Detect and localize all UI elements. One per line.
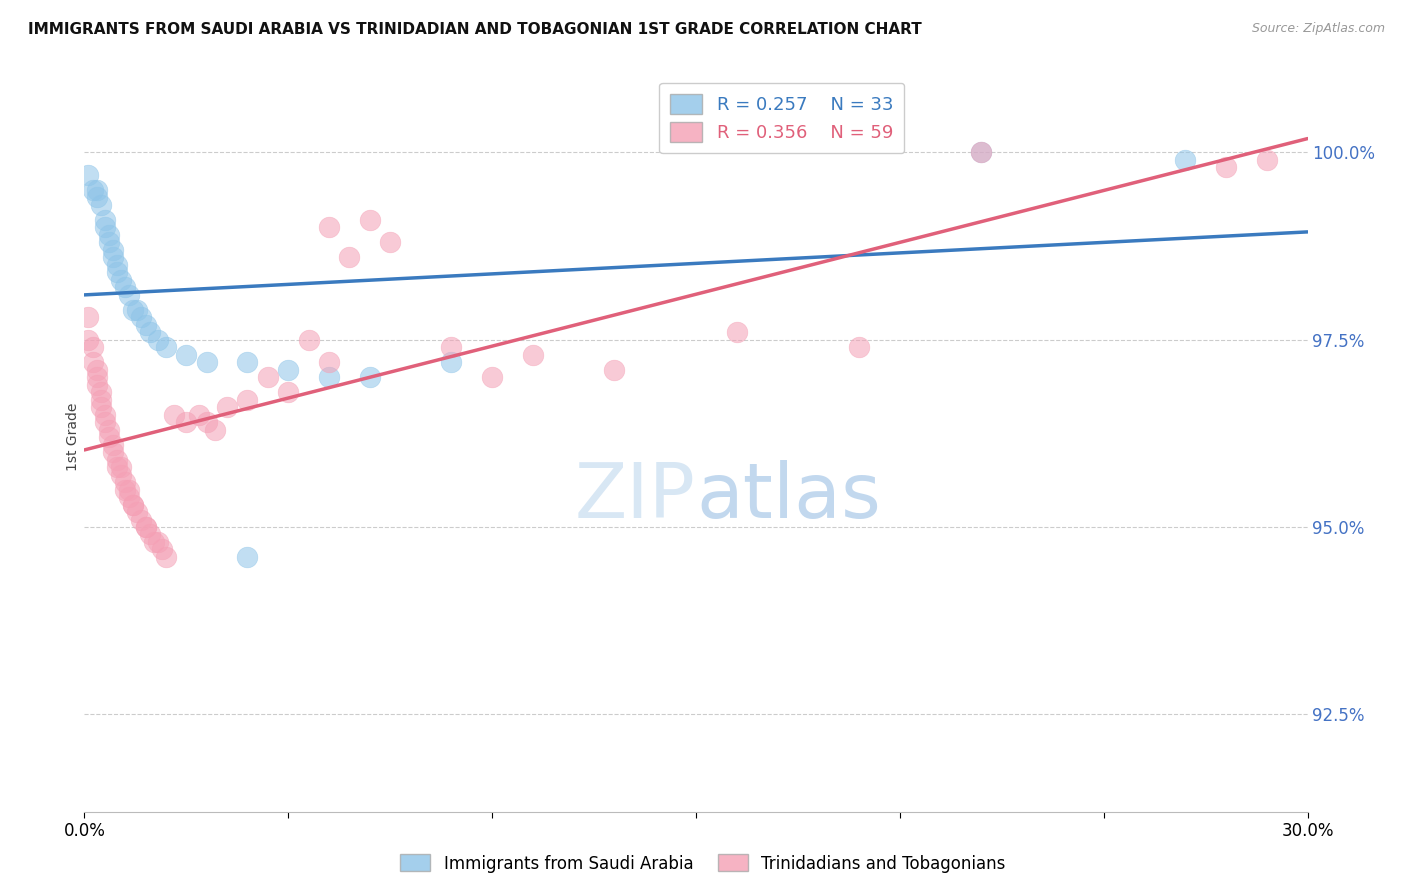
Point xyxy=(101,243,124,257)
Point xyxy=(127,505,149,519)
Point xyxy=(138,325,160,339)
Point xyxy=(97,423,120,437)
Point xyxy=(277,362,299,376)
Point xyxy=(97,235,120,250)
Point xyxy=(146,535,169,549)
Point xyxy=(725,325,748,339)
Point xyxy=(90,392,112,407)
Point xyxy=(101,445,124,459)
Point xyxy=(135,318,157,332)
Point xyxy=(86,183,108,197)
Point xyxy=(122,302,145,317)
Point xyxy=(135,520,157,534)
Point xyxy=(77,333,100,347)
Point xyxy=(187,408,209,422)
Point xyxy=(93,212,115,227)
Point xyxy=(110,460,132,475)
Legend: R = 0.257    N = 33, R = 0.356    N = 59: R = 0.257 N = 33, R = 0.356 N = 59 xyxy=(659,83,904,153)
Text: IMMIGRANTS FROM SAUDI ARABIA VS TRINIDADIAN AND TOBAGONIAN 1ST GRADE CORRELATION: IMMIGRANTS FROM SAUDI ARABIA VS TRINIDAD… xyxy=(28,22,922,37)
Point xyxy=(174,415,197,429)
Point xyxy=(277,385,299,400)
Point xyxy=(522,348,544,362)
Point xyxy=(93,220,115,235)
Point xyxy=(114,483,136,497)
Point xyxy=(440,355,463,369)
Point xyxy=(90,385,112,400)
Point xyxy=(105,265,128,279)
Point xyxy=(105,460,128,475)
Point xyxy=(236,392,259,407)
Point xyxy=(90,400,112,414)
Point xyxy=(77,310,100,325)
Point xyxy=(150,542,173,557)
Point xyxy=(257,370,280,384)
Point xyxy=(174,348,197,362)
Point xyxy=(101,250,124,264)
Point xyxy=(318,370,340,384)
Point xyxy=(118,287,141,301)
Point xyxy=(82,183,104,197)
Point xyxy=(1256,153,1278,167)
Point xyxy=(204,423,226,437)
Point xyxy=(114,280,136,294)
Point xyxy=(97,227,120,242)
Point xyxy=(359,212,381,227)
Point xyxy=(1174,153,1197,167)
Point xyxy=(127,302,149,317)
Point xyxy=(603,362,626,376)
Point xyxy=(142,535,165,549)
Point xyxy=(97,430,120,444)
Point xyxy=(970,145,993,160)
Point xyxy=(118,483,141,497)
Point xyxy=(380,235,402,250)
Point xyxy=(86,362,108,376)
Point xyxy=(86,190,108,204)
Point xyxy=(118,490,141,504)
Point xyxy=(105,258,128,272)
Point xyxy=(195,355,218,369)
Point xyxy=(122,498,145,512)
Point xyxy=(163,408,186,422)
Point xyxy=(236,549,259,564)
Point xyxy=(101,437,124,451)
Point xyxy=(481,370,503,384)
Point xyxy=(146,333,169,347)
Point xyxy=(135,520,157,534)
Point xyxy=(86,370,108,384)
Point xyxy=(110,273,132,287)
Point xyxy=(318,355,340,369)
Point xyxy=(82,355,104,369)
Point xyxy=(77,168,100,182)
Legend: Immigrants from Saudi Arabia, Trinidadians and Tobagonians: Immigrants from Saudi Arabia, Trinidadia… xyxy=(394,847,1012,880)
Point xyxy=(93,415,115,429)
Point xyxy=(122,498,145,512)
Point xyxy=(339,250,361,264)
Text: ZIP: ZIP xyxy=(575,460,696,534)
Point xyxy=(131,310,153,325)
Point xyxy=(93,408,115,422)
Point xyxy=(359,370,381,384)
Text: atlas: atlas xyxy=(696,460,880,534)
Point xyxy=(131,512,153,526)
Point xyxy=(440,340,463,354)
Point xyxy=(1215,161,1237,175)
Point xyxy=(105,452,128,467)
Point xyxy=(114,475,136,489)
Point xyxy=(318,220,340,235)
Y-axis label: 1st Grade: 1st Grade xyxy=(66,403,80,471)
Point xyxy=(138,527,160,541)
Point xyxy=(90,198,112,212)
Point xyxy=(236,355,259,369)
Point xyxy=(155,549,177,564)
Point xyxy=(848,340,870,354)
Point xyxy=(298,333,321,347)
Text: Source: ZipAtlas.com: Source: ZipAtlas.com xyxy=(1251,22,1385,36)
Point xyxy=(970,145,993,160)
Point xyxy=(110,467,132,482)
Point xyxy=(82,340,104,354)
Point xyxy=(155,340,177,354)
Point xyxy=(86,377,108,392)
Point xyxy=(217,400,239,414)
Point xyxy=(195,415,218,429)
